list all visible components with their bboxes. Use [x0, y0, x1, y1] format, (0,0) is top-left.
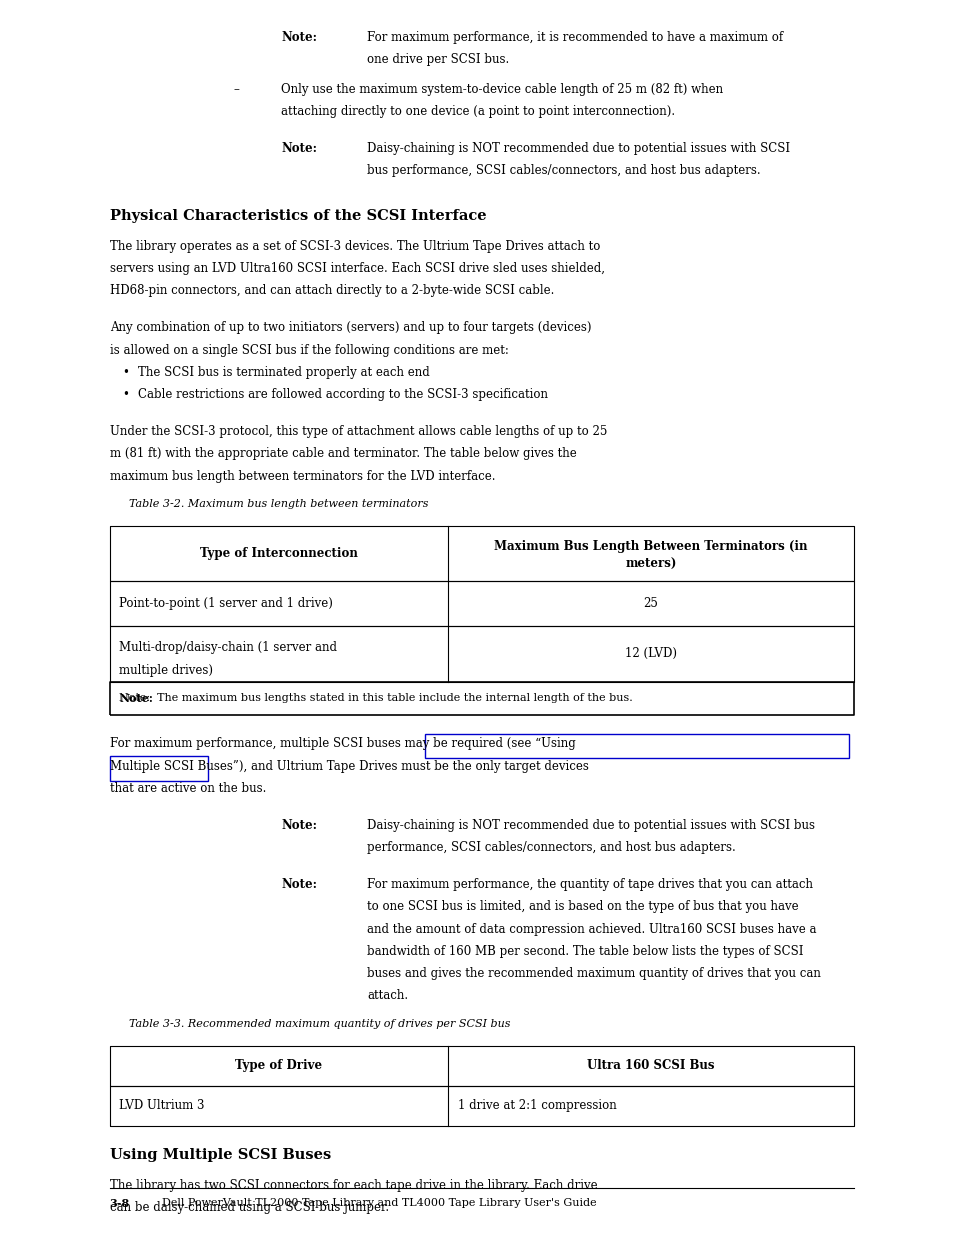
Text: bandwidth of 160 MB per second. The table below lists the types of SCSI: bandwidth of 160 MB per second. The tabl… — [367, 945, 803, 958]
Text: buses and gives the recommended maximum quantity of drives that you can: buses and gives the recommended maximum … — [367, 967, 821, 981]
Text: Point-to-point (1 server and 1 drive): Point-to-point (1 server and 1 drive) — [119, 597, 333, 610]
Text: Dell PowerVault TL2000 Tape Library and TL4000 Tape Library User's Guide: Dell PowerVault TL2000 Tape Library and … — [162, 1198, 597, 1208]
Text: can be daisy-chained using a SCSI bus jumper.: can be daisy-chained using a SCSI bus ju… — [110, 1202, 389, 1214]
Text: m (81 ft) with the appropriate cable and terminator. The table below gives the: m (81 ft) with the appropriate cable and… — [110, 447, 576, 461]
Text: For maximum performance, multiple SCSI buses may be required (see “Using: For maximum performance, multiple SCSI b… — [110, 737, 575, 751]
Text: Note:: Note: — [281, 819, 317, 832]
Text: Type of Drive: Type of Drive — [235, 1060, 322, 1072]
Text: meters): meters) — [625, 558, 676, 572]
Text: Any combination of up to two initiators (servers) and up to four targets (device: Any combination of up to two initiators … — [110, 321, 591, 335]
Text: bus performance, SCSI cables/connectors, and host bus adapters.: bus performance, SCSI cables/connectors,… — [367, 164, 760, 178]
Text: attaching directly to one device (a point to point interconnection).: attaching directly to one device (a poin… — [281, 105, 675, 119]
Text: LVD Ultrium 3: LVD Ultrium 3 — [119, 1099, 205, 1113]
Text: Note:: Note: — [119, 693, 153, 704]
Text: The library has two SCSI connectors for each tape drive in the library. Each dri: The library has two SCSI connectors for … — [110, 1179, 597, 1192]
Text: is allowed on a single SCSI bus if the following conditions are met:: is allowed on a single SCSI bus if the f… — [110, 343, 508, 357]
Text: For maximum performance, the quantity of tape drives that you can attach: For maximum performance, the quantity of… — [367, 878, 813, 892]
Text: 3-8: 3-8 — [110, 1198, 130, 1209]
Text: Note:  The maximum bus lengths stated in this table include the internal length : Note: The maximum bus lengths stated in … — [119, 694, 633, 704]
Text: Using Multiple SCSI Buses: Using Multiple SCSI Buses — [110, 1147, 331, 1162]
Text: 12 (LVD): 12 (LVD) — [624, 647, 677, 661]
Text: •: • — [122, 366, 129, 379]
Text: Multi-drop/daisy-chain (1 server and: Multi-drop/daisy-chain (1 server and — [119, 641, 337, 655]
Text: Physical Characteristics of the SCSI Interface: Physical Characteristics of the SCSI Int… — [110, 209, 486, 222]
Text: Ultra 160 SCSI Bus: Ultra 160 SCSI Bus — [587, 1060, 714, 1072]
Text: servers using an LVD Ultra160 SCSI interface. Each SCSI drive sled uses shielded: servers using an LVD Ultra160 SCSI inter… — [110, 262, 604, 275]
Text: Under the SCSI-3 protocol, this type of attachment allows cable lengths of up to: Under the SCSI-3 protocol, this type of … — [110, 425, 606, 438]
Text: multiple drives): multiple drives) — [119, 663, 213, 677]
Text: Daisy-chaining is NOT recommended due to potential issues with SCSI bus: Daisy-chaining is NOT recommended due to… — [367, 819, 815, 832]
Text: Multiple SCSI Buses”), and Ultrium Tape Drives must be the only target devices: Multiple SCSI Buses”), and Ultrium Tape … — [110, 760, 588, 773]
Text: Table 3-3. Recommended maximum quantity of drives per SCSI bus: Table 3-3. Recommended maximum quantity … — [129, 1019, 510, 1029]
Text: that are active on the bus.: that are active on the bus. — [110, 782, 266, 795]
Text: and the amount of data compression achieved. Ultra160 SCSI buses have a: and the amount of data compression achie… — [367, 923, 816, 936]
Text: Note:: Note: — [281, 878, 317, 892]
Text: Note:: Note: — [281, 142, 317, 156]
Text: Table 3-2. Maximum bus length between terminators: Table 3-2. Maximum bus length between te… — [129, 499, 428, 509]
Text: attach.: attach. — [367, 989, 408, 1003]
Text: Type of Interconnection: Type of Interconnection — [200, 547, 357, 561]
Text: Note:: Note: — [281, 31, 317, 44]
Text: Cable restrictions are followed according to the SCSI-3 specification: Cable restrictions are followed accordin… — [138, 388, 548, 401]
Text: performance, SCSI cables/connectors, and host bus adapters.: performance, SCSI cables/connectors, and… — [367, 841, 736, 855]
Text: one drive per SCSI bus.: one drive per SCSI bus. — [367, 53, 509, 67]
Text: to one SCSI bus is limited, and is based on the type of bus that you have: to one SCSI bus is limited, and is based… — [367, 900, 798, 914]
Text: The library operates as a set of SCSI-3 devices. The Ultrium Tape Drives attach : The library operates as a set of SCSI-3 … — [110, 240, 599, 253]
Text: –: – — [233, 83, 239, 96]
Text: Daisy-chaining is NOT recommended due to potential issues with SCSI: Daisy-chaining is NOT recommended due to… — [367, 142, 790, 156]
Text: •: • — [122, 388, 129, 401]
Text: The SCSI bus is terminated properly at each end: The SCSI bus is terminated properly at e… — [138, 366, 430, 379]
Text: Only use the maximum system-to-device cable length of 25 m (82 ft) when: Only use the maximum system-to-device ca… — [281, 83, 722, 96]
Text: Maximum Bus Length Between Terminators (in: Maximum Bus Length Between Terminators (… — [494, 541, 807, 553]
Text: 1 drive at 2:1 compression: 1 drive at 2:1 compression — [457, 1099, 616, 1113]
Text: For maximum performance, it is recommended to have a maximum of: For maximum performance, it is recommend… — [367, 31, 782, 44]
Text: 25: 25 — [643, 597, 658, 610]
Text: maximum bus length between terminators for the LVD interface.: maximum bus length between terminators f… — [110, 469, 495, 483]
Text: HD68-pin connectors, and can attach directly to a 2-byte-wide SCSI cable.: HD68-pin connectors, and can attach dire… — [110, 284, 554, 298]
